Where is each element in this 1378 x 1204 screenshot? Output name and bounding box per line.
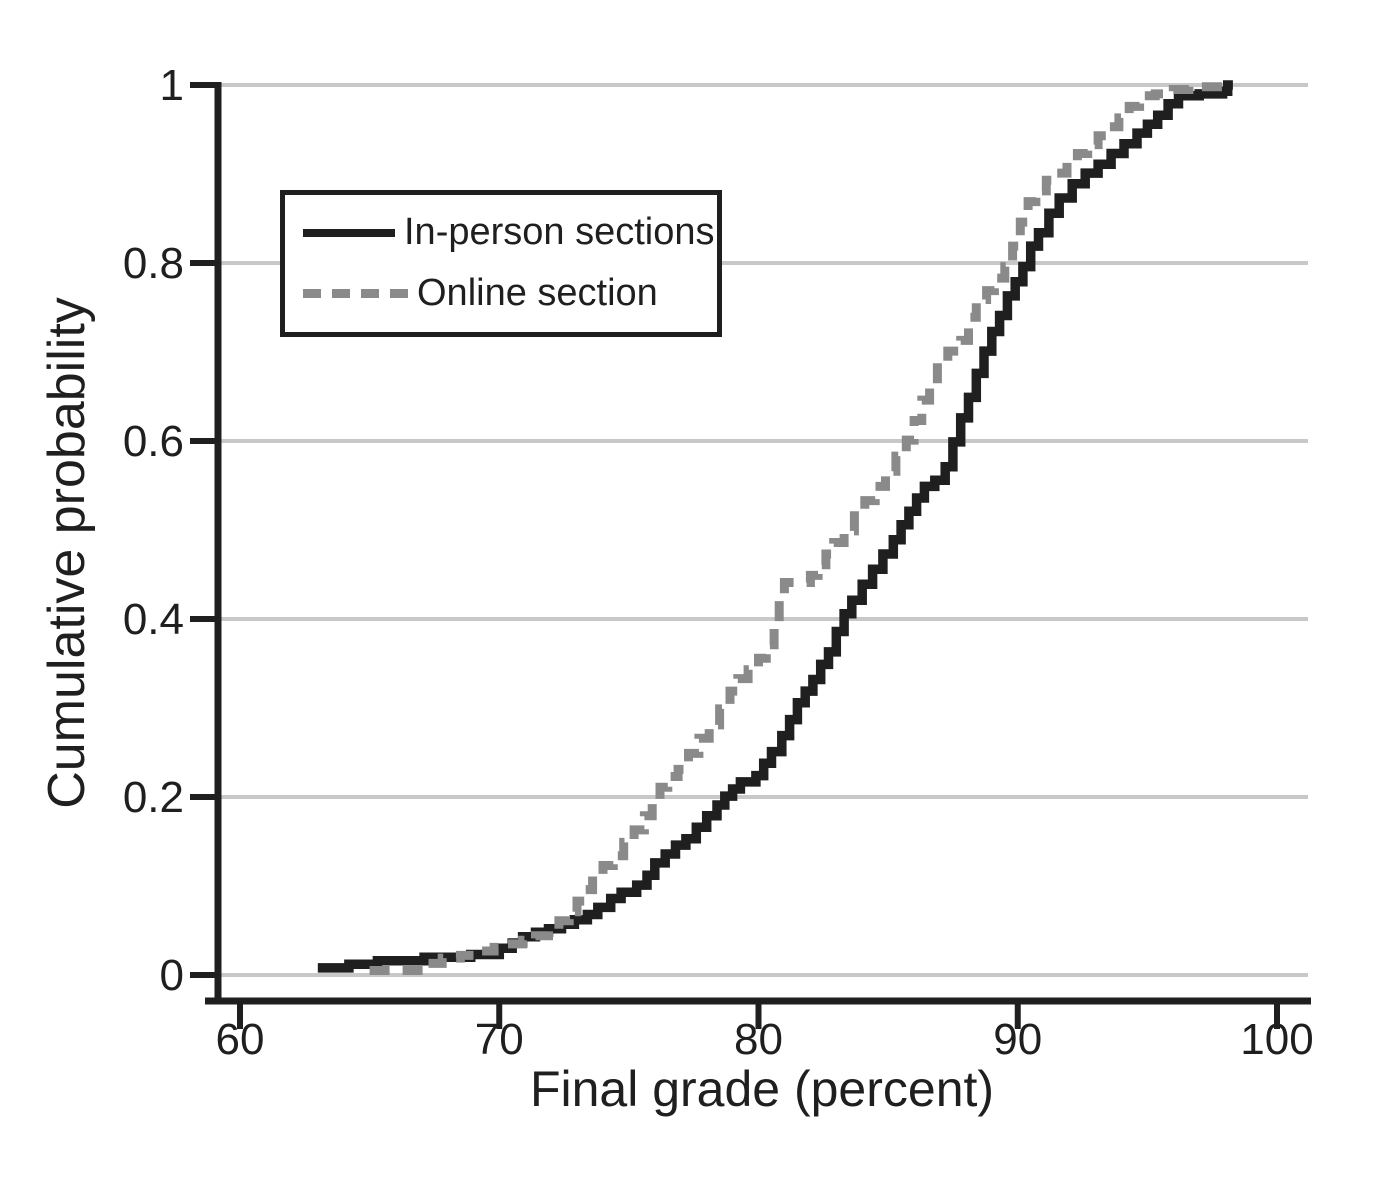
x-axis-title: Final grade (percent) — [529, 1061, 995, 1117]
y-tick-label-0.4: 0.4 — [122, 595, 184, 644]
y-tick-label-0.2: 0.2 — [122, 773, 184, 822]
legend-entry-in-person: In-person sections — [303, 211, 717, 255]
in-person-curve — [317, 80, 1233, 973]
x-tick-label-80: 80 — [734, 1015, 783, 1064]
online-curve — [369, 82, 1238, 975]
x-tick-label-100: 100 — [1240, 1015, 1314, 1064]
x-tick-label-90: 90 — [993, 1015, 1043, 1064]
y-tick-label-0: 0 — [159, 951, 184, 1000]
solid-line-swatch — [303, 229, 395, 238]
x-tick-label-70: 70 — [474, 1015, 524, 1064]
y-tick-label-0.6: 0.6 — [122, 417, 184, 466]
legend-entry-online: Online section — [303, 272, 717, 316]
y-tick-label-1: 1 — [159, 61, 184, 110]
x-tick-label-60: 60 — [215, 1015, 265, 1064]
y-tick-label-0.8: 0.8 — [122, 239, 184, 288]
legend-label-online: Online section — [417, 272, 658, 314]
legend: In-person sections Online section — [280, 190, 722, 337]
dashed-line-swatch — [303, 289, 408, 299]
legend-label-in-person: In-person sections — [404, 211, 715, 254]
